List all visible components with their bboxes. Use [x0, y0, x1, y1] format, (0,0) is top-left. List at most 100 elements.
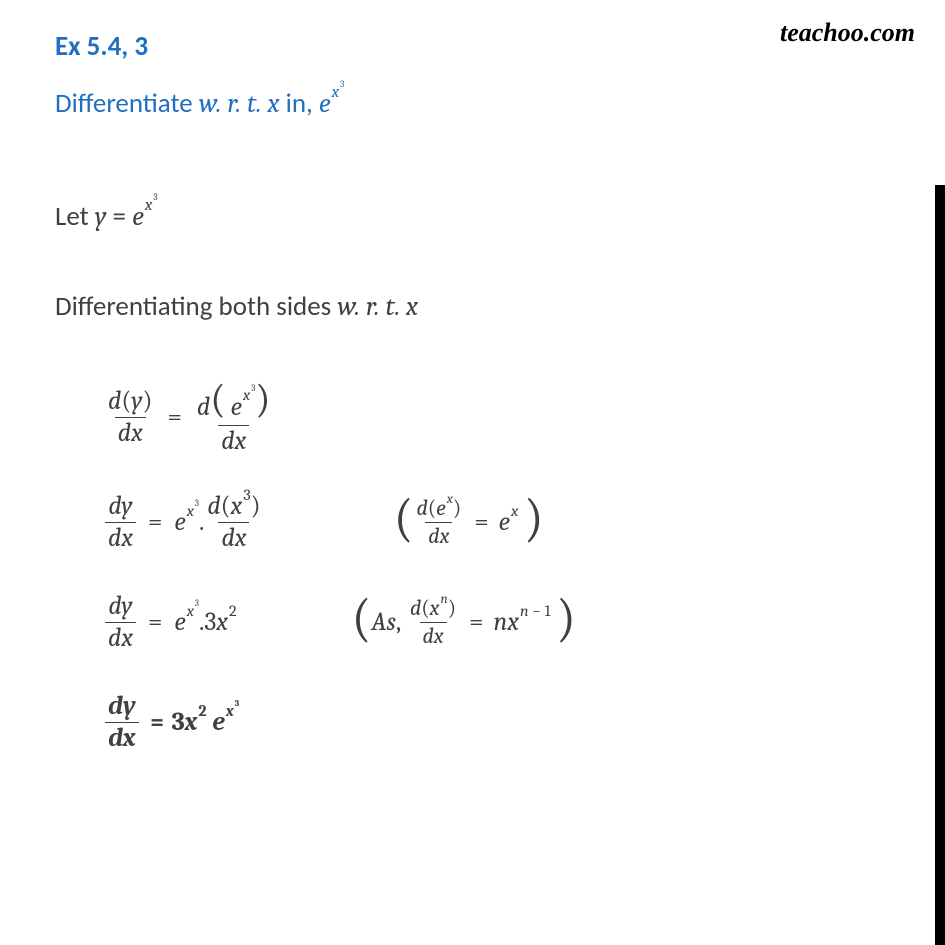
- e-7: e: [212, 707, 225, 737]
- dy-3: dy: [105, 592, 135, 622]
- d-1: d: [108, 386, 121, 416]
- frac-dy-dx-1: d(y) dx: [105, 387, 155, 447]
- d-5: d: [410, 595, 421, 621]
- dx-3: dx: [105, 522, 136, 553]
- expr-e-x3-b: ex3: [132, 201, 158, 232]
- n3b: 3: [172, 707, 185, 737]
- frac-dy-dx-2: dy dx: [105, 492, 136, 552]
- step-final: dy dx = 3x2 ex3: [105, 689, 905, 755]
- sup2b: 2: [198, 702, 206, 721]
- n-2: n: [494, 607, 508, 637]
- step-2-eq: dy dx = ex3 . d(x3) dx: [105, 492, 264, 552]
- question-prefix: Differentiate: [55, 87, 199, 120]
- minus: −: [529, 602, 545, 621]
- x-5: x: [231, 491, 243, 521]
- dx-5: dx: [425, 522, 452, 548]
- step-3: dy dx = ex3 . 3x2 ( As, d(xn) dx = nxn −…: [105, 589, 905, 655]
- sym-e-2: e: [132, 201, 144, 232]
- eq-r2: =: [469, 607, 483, 637]
- step-3-eq: dy dx = ex3 . 3x2: [105, 592, 237, 652]
- x-11: x: [507, 607, 519, 637]
- d-4: d: [416, 495, 427, 521]
- e-6: e: [174, 607, 185, 637]
- d-2: d: [197, 392, 210, 422]
- question-in: in,: [280, 87, 319, 120]
- let-prefix: Let: [55, 200, 95, 233]
- 3x2: 3x2: [204, 607, 236, 637]
- n-1: n: [440, 592, 447, 607]
- x-3: x: [243, 386, 250, 405]
- ex3-a: ex3: [174, 507, 199, 537]
- eq-2: =: [148, 507, 162, 537]
- frac-dy-dx-3: dy dx: [105, 592, 136, 652]
- final-ex3: ex3: [212, 707, 239, 737]
- sup3g: 3: [235, 699, 240, 709]
- step-2: dy dx = ex3 . d(x3) dx ( d(ex) dx = ex ): [105, 489, 905, 555]
- step-1: d(y) dx = d( ex3) dx: [105, 380, 905, 456]
- frac-dex3-dx: d( ex3) dx: [194, 380, 274, 456]
- eq-3: =: [148, 607, 162, 637]
- dx-2: dx: [218, 425, 249, 456]
- nxn1: nxn − 1: [494, 607, 551, 637]
- e-2: e: [231, 392, 242, 422]
- x-10: x: [430, 595, 440, 621]
- dy-4: dy: [105, 692, 139, 722]
- x-8: x: [187, 602, 194, 621]
- d-3: d: [207, 491, 220, 521]
- x-9: x: [216, 607, 228, 637]
- derivation-block: d(y) dx = d( ex3) dx dy dx = ex3 . d(x3)…: [55, 380, 905, 756]
- n3: 3: [204, 607, 216, 637]
- as-word: As: [371, 607, 395, 637]
- sup-x3-b: x3: [145, 196, 158, 215]
- step-1-eq: d(y) dx = d( ex3) dx: [105, 380, 274, 456]
- expr-e-x3: ex3: [319, 88, 345, 119]
- x-12: x: [185, 707, 198, 737]
- sym-y: y: [95, 201, 107, 232]
- x-7: x: [511, 502, 518, 521]
- comma: ,: [396, 607, 401, 637]
- sym-e: e: [319, 88, 331, 119]
- rule-exp: ( d(ex) dx = ex ): [394, 492, 544, 552]
- dx-1: dx: [115, 417, 146, 448]
- x-6: x: [447, 492, 453, 507]
- diff-prefix: Differentiating both sides: [55, 290, 337, 323]
- rule-power: ( As, d(xn) dx = nxn − 1 ): [352, 592, 577, 652]
- y-1: y: [131, 386, 142, 416]
- x-13: x: [226, 702, 234, 721]
- sup3f: 3: [195, 599, 199, 609]
- final-3x2: 3x2: [172, 707, 207, 737]
- wrt-text-2: w. r. t. x: [337, 291, 418, 322]
- dx-4: dx: [218, 522, 249, 553]
- eq-r1: =: [474, 507, 488, 537]
- sup-3: 3: [340, 80, 344, 90]
- frac-dxn-dx: d(xn) dx: [407, 596, 459, 647]
- sym-x: x: [332, 83, 339, 102]
- sup3e: 3: [243, 486, 250, 505]
- n-3: n: [520, 602, 529, 621]
- ex: ex: [499, 507, 519, 537]
- dx-6: dx: [105, 622, 136, 653]
- ex3-b: ex3: [174, 607, 199, 637]
- e-3: e: [174, 507, 185, 537]
- step-final-eq: dy dx = 3x2 ex3: [105, 692, 239, 752]
- right-edge-band: [935, 185, 945, 945]
- dx-8: dx: [105, 722, 138, 753]
- eq-4: =: [151, 706, 164, 738]
- frac-dx3-dx: d(x3) dx: [204, 492, 263, 552]
- sym-x-2: x: [145, 196, 152, 215]
- watermark: teachoo.com: [780, 18, 915, 48]
- wrt-text: w. r. t. x: [199, 88, 280, 119]
- sup2a: 2: [229, 602, 237, 621]
- sup-x3: x3: [332, 83, 345, 102]
- let-eq: =: [106, 200, 132, 233]
- let-line: Let y = ex3: [55, 200, 905, 234]
- question-line: Differentiate w. r. t. x in, ex3: [55, 87, 905, 120]
- x-4: x: [187, 502, 194, 521]
- exercise-heading: Ex 5.4, 3: [55, 30, 905, 63]
- dx-7: dx: [420, 622, 447, 648]
- sup3d: 3: [195, 499, 199, 509]
- eq-1: =: [167, 402, 181, 432]
- diff-line: Differentiating both sides w. r. t. x: [55, 290, 905, 324]
- one: 1: [545, 602, 551, 621]
- e-4: e: [436, 495, 446, 521]
